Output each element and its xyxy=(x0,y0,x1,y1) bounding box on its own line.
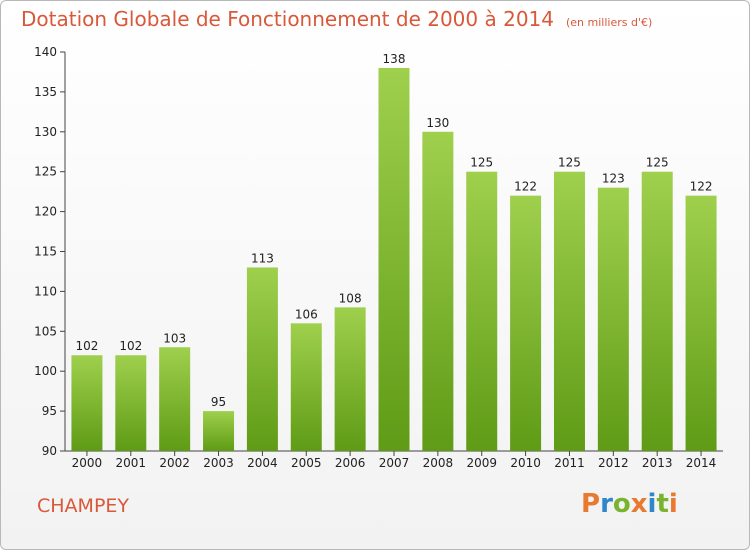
y-tick-label: 120 xyxy=(34,205,57,219)
x-tick-label: 2012 xyxy=(598,456,629,470)
bar xyxy=(334,307,366,451)
chart-title-text: Dotation Globale de Fonctionnement de 20… xyxy=(21,7,554,31)
x-tick-label: 2002 xyxy=(159,456,190,470)
x-tick-label: 2011 xyxy=(554,456,585,470)
bar xyxy=(553,171,585,451)
bar xyxy=(510,195,542,451)
x-tick-label: 2004 xyxy=(247,456,278,470)
bar xyxy=(159,347,191,451)
y-tick-label: 100 xyxy=(34,364,57,378)
data-label: 103 xyxy=(163,331,186,345)
bar xyxy=(422,131,454,452)
x-tick-label: 2003 xyxy=(203,456,234,470)
chart-unit: (en milliers d'€) xyxy=(566,16,653,29)
y-tick-label: 115 xyxy=(34,245,57,259)
x-tick-label: 2013 xyxy=(642,456,673,470)
data-label: 130 xyxy=(426,116,449,130)
bar xyxy=(290,323,322,451)
chart-title: Dotation Globale de Fonctionnement de 20… xyxy=(21,7,652,31)
commune-name: CHAMPEY xyxy=(37,495,130,517)
data-label: 125 xyxy=(470,156,493,170)
bar xyxy=(378,67,410,452)
bar xyxy=(246,267,278,451)
data-label: 102 xyxy=(75,339,98,353)
x-tick-label: 2006 xyxy=(335,456,366,470)
data-label: 108 xyxy=(339,291,362,305)
data-label: 125 xyxy=(558,156,581,170)
data-label: 125 xyxy=(646,156,669,170)
y-tick-label: 110 xyxy=(34,284,57,298)
bar xyxy=(466,171,498,451)
y-tick-label: 135 xyxy=(34,85,57,99)
bar xyxy=(71,355,103,451)
data-label: 95 xyxy=(211,395,226,409)
data-label: 122 xyxy=(514,180,537,194)
data-label: 102 xyxy=(119,339,142,353)
x-tick-label: 2007 xyxy=(379,456,410,470)
bar xyxy=(597,187,629,451)
x-tick-label: 2010 xyxy=(510,456,541,470)
bar xyxy=(641,171,673,451)
data-label: 138 xyxy=(383,52,406,66)
y-tick-label: 130 xyxy=(34,125,57,139)
x-tick-label: 2001 xyxy=(116,456,147,470)
y-tick-label: 95 xyxy=(42,404,57,418)
y-tick-label: 140 xyxy=(34,45,57,59)
y-tick-label: 105 xyxy=(34,324,57,338)
data-label: 122 xyxy=(690,180,713,194)
bar xyxy=(203,411,235,451)
proxiti-logo[interactable]: Proxiti xyxy=(581,489,678,519)
x-tick-label: 2005 xyxy=(291,456,322,470)
x-tick-label: 2008 xyxy=(423,456,454,470)
y-tick-label: 125 xyxy=(34,165,57,179)
x-tick-label: 2000 xyxy=(72,456,103,470)
y-tick-label: 90 xyxy=(42,444,57,458)
x-tick-label: 2014 xyxy=(686,456,717,470)
bar xyxy=(115,355,147,451)
data-label: 113 xyxy=(251,251,274,265)
bar xyxy=(685,195,717,451)
data-label: 123 xyxy=(602,172,625,186)
x-tick-label: 2009 xyxy=(466,456,497,470)
data-label: 106 xyxy=(295,307,318,321)
